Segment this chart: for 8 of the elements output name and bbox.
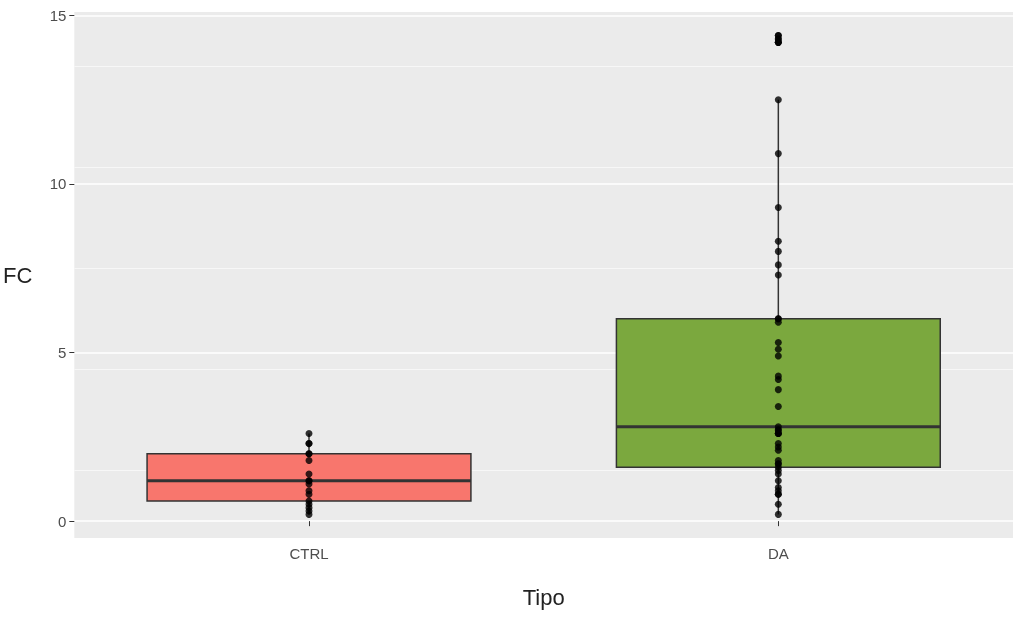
y-tick-label: 0 [57, 512, 67, 530]
y-axis-title: FC [3, 262, 33, 288]
y-tick-label: 10 [49, 175, 67, 193]
y-tick-label: 15 [49, 6, 67, 24]
x-axis-title: Tipo [522, 584, 565, 610]
x-tick-label: DA [767, 545, 789, 562]
x-tick-label: CTRL [289, 545, 329, 562]
y-tick-label: 5 [57, 344, 67, 362]
